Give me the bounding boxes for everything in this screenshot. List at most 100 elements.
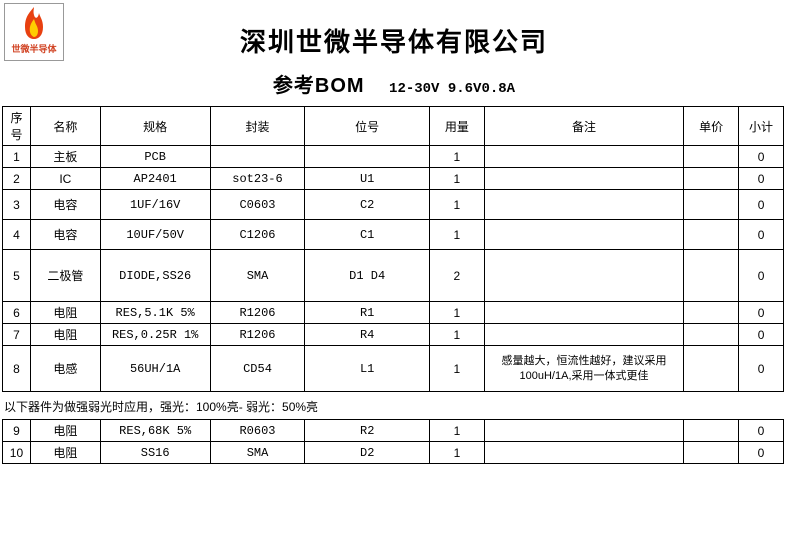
cell-ref: C1 <box>305 220 430 250</box>
cell-note <box>484 324 683 346</box>
cell-sub: 0 <box>739 220 784 250</box>
cell-seq: 8 <box>3 346 31 392</box>
table-row: 10电阻SS16SMAD210 <box>3 442 784 464</box>
cell-name: 二极管 <box>30 250 100 302</box>
cell-sub: 0 <box>739 346 784 392</box>
cell-price <box>684 190 739 220</box>
cell-price <box>684 146 739 168</box>
cell-sub: 0 <box>739 302 784 324</box>
cell-price <box>684 324 739 346</box>
cell-note <box>484 146 683 168</box>
cell-note: 感量越大，恒流性越好，建议采用100uH/1A,采用一体式更佳 <box>484 346 683 392</box>
cell-sub: 0 <box>739 324 784 346</box>
cell-spec: PCB <box>100 146 210 168</box>
table-row: 9电阻RES,68K 5%R0603R210 <box>3 420 784 442</box>
cell-name: 电阻 <box>30 324 100 346</box>
cell-pkg: C1206 <box>210 220 305 250</box>
cell-name: IC <box>30 168 100 190</box>
cell-spec: 56UH/1A <box>100 346 210 392</box>
cell-note <box>484 250 683 302</box>
cell-sub: 0 <box>739 250 784 302</box>
table-row: 2ICAP2401sot23-6U110 <box>3 168 784 190</box>
table-row: 3电容1UF/16VC0603C210 <box>3 190 784 220</box>
logo-text: 世微半导体 <box>5 42 63 55</box>
cell-spec: RES,68K 5% <box>100 420 210 442</box>
cell-pkg: sot23-6 <box>210 168 305 190</box>
cell-pkg: CD54 <box>210 346 305 392</box>
col-note: 备注 <box>484 107 683 146</box>
cell-qty: 1 <box>429 346 484 392</box>
cell-ref: R4 <box>305 324 430 346</box>
col-name: 名称 <box>30 107 100 146</box>
col-seq: 序号 <box>3 107 31 146</box>
cell-qty: 1 <box>429 302 484 324</box>
table-row: 7电阻RES,0.25R 1%R1206R410 <box>3 324 784 346</box>
col-ref: 位号 <box>305 107 430 146</box>
cell-spec: DIODE,SS26 <box>100 250 210 302</box>
cell-name: 主板 <box>30 146 100 168</box>
col-price: 单价 <box>684 107 739 146</box>
cell-ref: R2 <box>305 420 430 442</box>
col-pkg: 封装 <box>210 107 305 146</box>
cell-sub: 0 <box>739 442 784 464</box>
cell-note <box>484 220 683 250</box>
cell-price <box>684 220 739 250</box>
cell-seq: 5 <box>3 250 31 302</box>
spec-text: 12-30V 9.6V0.8A <box>389 81 515 97</box>
doc-title: 参考BOM <box>273 75 365 97</box>
cell-seq: 4 <box>3 220 31 250</box>
cell-seq: 3 <box>3 190 31 220</box>
cell-price <box>684 420 739 442</box>
cell-pkg: C0603 <box>210 190 305 220</box>
cell-pkg <box>210 146 305 168</box>
cell-price <box>684 168 739 190</box>
col-sub: 小计 <box>739 107 784 146</box>
cell-price <box>684 442 739 464</box>
cell-ref: C2 <box>305 190 430 220</box>
bom-table-bottom: 9电阻RES,68K 5%R0603R21010电阻SS16SMAD210 <box>2 419 784 464</box>
cell-sub: 0 <box>739 168 784 190</box>
cell-qty: 1 <box>430 420 485 442</box>
flame-icon <box>5 4 63 42</box>
cell-pkg: R1206 <box>210 302 305 324</box>
section-note: 以下器件为做强弱光时应用，强光：100%亮- 弱光：50%亮 <box>0 392 788 419</box>
col-spec: 规格 <box>100 107 210 146</box>
cell-name: 电容 <box>30 220 100 250</box>
cell-seq: 2 <box>3 168 31 190</box>
table-row: 8电感56UH/1ACD54L11感量越大，恒流性越好，建议采用100uH/1A… <box>3 346 784 392</box>
table-row: 6电阻RES,5.1K 5%R1206R110 <box>3 302 784 324</box>
cell-note <box>484 420 683 442</box>
cell-ref <box>305 146 430 168</box>
cell-spec: 10UF/50V <box>100 220 210 250</box>
cell-price <box>684 346 739 392</box>
cell-ref: L1 <box>305 346 430 392</box>
cell-seq: 9 <box>3 420 31 442</box>
cell-name: 电阻 <box>30 442 100 464</box>
cell-ref: D1 D4 <box>305 250 430 302</box>
cell-seq: 10 <box>3 442 31 464</box>
cell-qty: 1 <box>429 168 484 190</box>
subtitle-row: 参考BOM 12-30V 9.6V0.8A <box>0 69 788 106</box>
cell-ref: R1 <box>305 302 430 324</box>
cell-ref: D2 <box>305 442 430 464</box>
cell-spec: 1UF/16V <box>100 190 210 220</box>
cell-qty: 1 <box>429 190 484 220</box>
cell-seq: 6 <box>3 302 31 324</box>
cell-name: 电感 <box>30 346 100 392</box>
cell-spec: SS16 <box>100 442 210 464</box>
cell-spec: RES,5.1K 5% <box>100 302 210 324</box>
cell-sub: 0 <box>739 190 784 220</box>
cell-qty: 1 <box>429 146 484 168</box>
table-row: 4电容10UF/50VC1206C110 <box>3 220 784 250</box>
company-title: 深圳世微半导体有限公司 <box>0 0 788 69</box>
cell-qty: 1 <box>429 324 484 346</box>
cell-note <box>484 168 683 190</box>
table-header-row: 序号 名称 规格 封装 位号 用量 备注 单价 小计 <box>3 107 784 146</box>
cell-price <box>684 250 739 302</box>
cell-seq: 7 <box>3 324 31 346</box>
table-row: 1主板PCB10 <box>3 146 784 168</box>
cell-spec: AP2401 <box>100 168 210 190</box>
cell-pkg: SMA <box>210 442 305 464</box>
cell-note <box>484 190 683 220</box>
cell-name: 电阻 <box>30 420 100 442</box>
